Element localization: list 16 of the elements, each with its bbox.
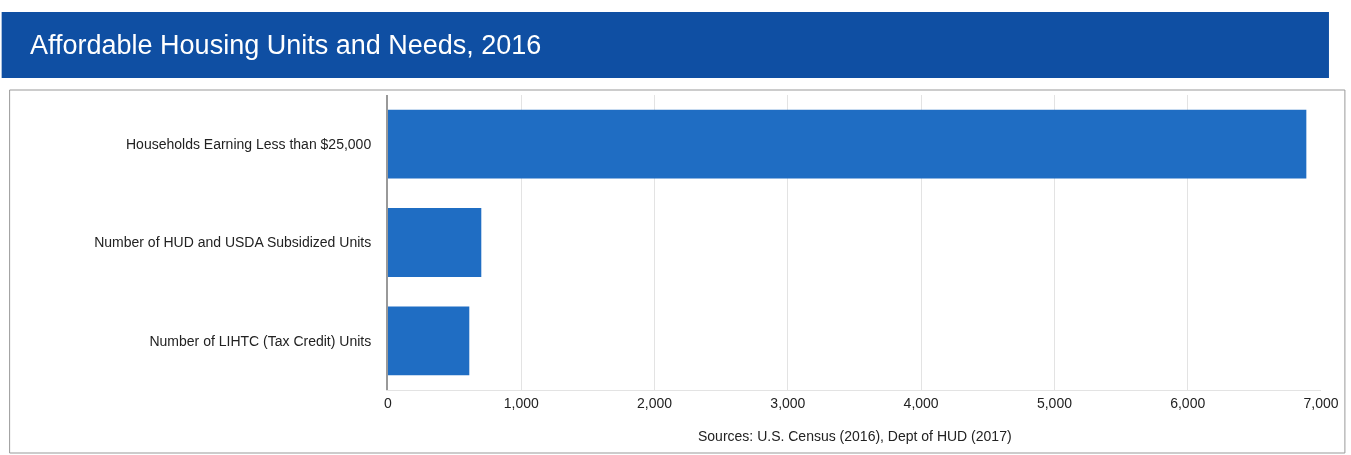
x-tick-label: 4,000	[903, 394, 939, 411]
y-tick-label: Number of HUD and USDA Subsidized Units	[94, 234, 372, 251]
x-tick-label: 2,000	[637, 394, 673, 411]
x-tick-label: 3,000	[770, 394, 806, 411]
bar	[388, 109, 1307, 179]
x-tick-label: 5,000	[1036, 394, 1073, 411]
y-tick-label: Number of LIHTC (Tax Credit) Units	[149, 332, 372, 349]
chart-title: Affordable Housing Units and Needs, 2016	[30, 30, 542, 61]
x-tick-label: 0	[384, 394, 393, 411]
x-tick-label: 6,000	[1170, 394, 1206, 411]
x-tick-label: 7,000	[1303, 394, 1339, 411]
x-tick-label: 1,000	[503, 394, 540, 411]
bar	[388, 208, 482, 277]
source-note: Sources: U.S. Census (2016), Dept of HUD (2017)	[698, 428, 1012, 444]
y-tick-label: Households Earning Less than $25,000	[126, 136, 372, 153]
bar	[388, 306, 470, 376]
